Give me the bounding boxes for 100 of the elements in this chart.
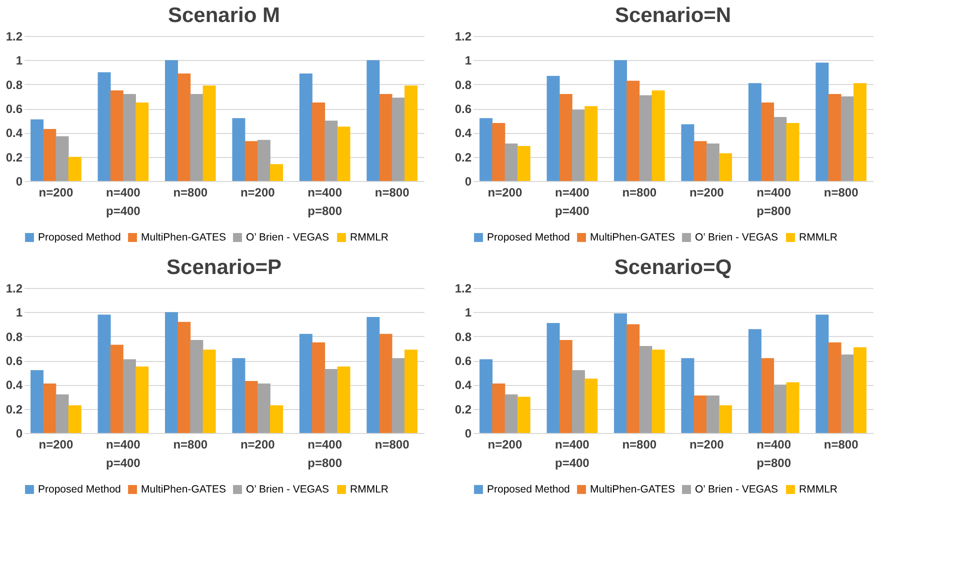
chart-title: Scenario=P bbox=[166, 256, 282, 279]
bar bbox=[202, 350, 216, 433]
x-tick-label: n=800 bbox=[173, 438, 208, 452]
x-tick-label: n=800 bbox=[824, 438, 859, 452]
bar bbox=[56, 394, 69, 433]
y-tick-label: 0 bbox=[464, 174, 472, 188]
legend-label: MultiPhen-GATES bbox=[141, 484, 226, 496]
bar bbox=[706, 396, 720, 433]
bar bbox=[232, 358, 246, 433]
bar bbox=[816, 314, 829, 433]
x-tick-label: n=200 bbox=[488, 186, 522, 200]
bar bbox=[270, 405, 284, 433]
text: p=800 bbox=[756, 204, 792, 218]
bar bbox=[761, 102, 774, 181]
bar bbox=[68, 156, 82, 181]
x-tick-label: n=800 bbox=[173, 186, 208, 200]
text: p=800 bbox=[756, 456, 792, 470]
bar bbox=[480, 359, 493, 433]
bar bbox=[98, 72, 111, 181]
bar bbox=[614, 313, 627, 433]
legend-label: MultiPhen-GATES bbox=[590, 232, 675, 244]
legend-label: Proposed Method bbox=[38, 232, 122, 244]
x-tick-label: n=400 bbox=[756, 186, 792, 200]
y-tick-label: 0.4 bbox=[6, 378, 23, 392]
y-tick-label: 0.2 bbox=[454, 150, 472, 164]
bar bbox=[639, 346, 652, 433]
bar bbox=[68, 405, 82, 433]
legend-label: O’ Brien - VEGAS bbox=[246, 232, 330, 244]
legend-label: RMMLR bbox=[799, 484, 838, 496]
y-tick-label: 0.4 bbox=[454, 378, 472, 392]
y-tick-label: 1.2 bbox=[454, 282, 472, 296]
text: p=400 bbox=[106, 456, 141, 470]
y-tick-label: 0.4 bbox=[454, 126, 472, 140]
bar bbox=[257, 140, 270, 181]
bar bbox=[572, 110, 585, 181]
legend-label: O’ Brien - VEGAS bbox=[246, 484, 330, 496]
x-tick-label: n=400 bbox=[106, 186, 141, 200]
bar bbox=[257, 383, 270, 433]
bar bbox=[719, 153, 732, 181]
bar bbox=[366, 317, 380, 433]
bar bbox=[392, 358, 405, 433]
bar bbox=[748, 329, 762, 433]
y-tick-label: 0.6 bbox=[6, 354, 23, 368]
y-tick-label: 0.8 bbox=[454, 330, 472, 344]
bar bbox=[178, 322, 191, 433]
bar bbox=[366, 60, 380, 181]
y-tick-label: 0.2 bbox=[6, 402, 23, 416]
bar bbox=[379, 94, 392, 181]
bar bbox=[584, 106, 598, 181]
bar bbox=[337, 126, 350, 181]
y-tick-label: 0.2 bbox=[6, 150, 23, 164]
bar bbox=[774, 384, 787, 433]
bar bbox=[761, 358, 774, 433]
x-tick-label: n=400 bbox=[554, 186, 590, 200]
x-tick-label: n=200 bbox=[689, 438, 724, 452]
bar bbox=[786, 123, 800, 181]
legend-label: O’ Brien - VEGAS bbox=[695, 484, 778, 496]
bar bbox=[324, 120, 338, 181]
bar bbox=[122, 94, 136, 181]
y-tick-label: 1.2 bbox=[454, 30, 472, 44]
bar bbox=[748, 83, 762, 181]
bar bbox=[719, 405, 732, 433]
bar bbox=[324, 368, 338, 433]
bar bbox=[270, 164, 284, 181]
bar bbox=[626, 80, 640, 181]
bar bbox=[30, 119, 44, 181]
bar bbox=[492, 123, 506, 181]
text: p=800 bbox=[308, 204, 342, 218]
bar bbox=[853, 347, 866, 433]
bar bbox=[626, 324, 640, 433]
bar bbox=[136, 102, 149, 181]
y-tick-label: 1 bbox=[16, 54, 23, 68]
y-tick-label: 0 bbox=[16, 174, 23, 188]
y-tick-label: 0.2 bbox=[454, 402, 472, 416]
bar bbox=[232, 118, 246, 181]
legend-label: RMMLR bbox=[350, 484, 389, 496]
bar bbox=[652, 90, 665, 181]
bar bbox=[392, 98, 405, 181]
x-tick-label: n=200 bbox=[38, 438, 74, 452]
bar bbox=[786, 382, 800, 433]
bar bbox=[681, 124, 694, 181]
text: p=400 bbox=[106, 204, 141, 218]
bar bbox=[504, 144, 518, 181]
bar bbox=[30, 370, 44, 433]
bar bbox=[164, 60, 178, 181]
bar bbox=[492, 383, 506, 433]
bar bbox=[572, 370, 585, 433]
bar bbox=[546, 323, 560, 433]
bar bbox=[706, 144, 720, 181]
bar bbox=[43, 383, 56, 433]
bar bbox=[517, 396, 530, 433]
bar bbox=[56, 136, 69, 181]
bar bbox=[312, 102, 326, 181]
x-tick-label: n=800 bbox=[622, 186, 657, 200]
bar bbox=[816, 62, 829, 181]
bar bbox=[774, 116, 787, 181]
bar bbox=[43, 129, 56, 181]
y-tick-label: 0.6 bbox=[454, 102, 472, 116]
bar bbox=[312, 342, 326, 433]
bar bbox=[840, 354, 854, 433]
